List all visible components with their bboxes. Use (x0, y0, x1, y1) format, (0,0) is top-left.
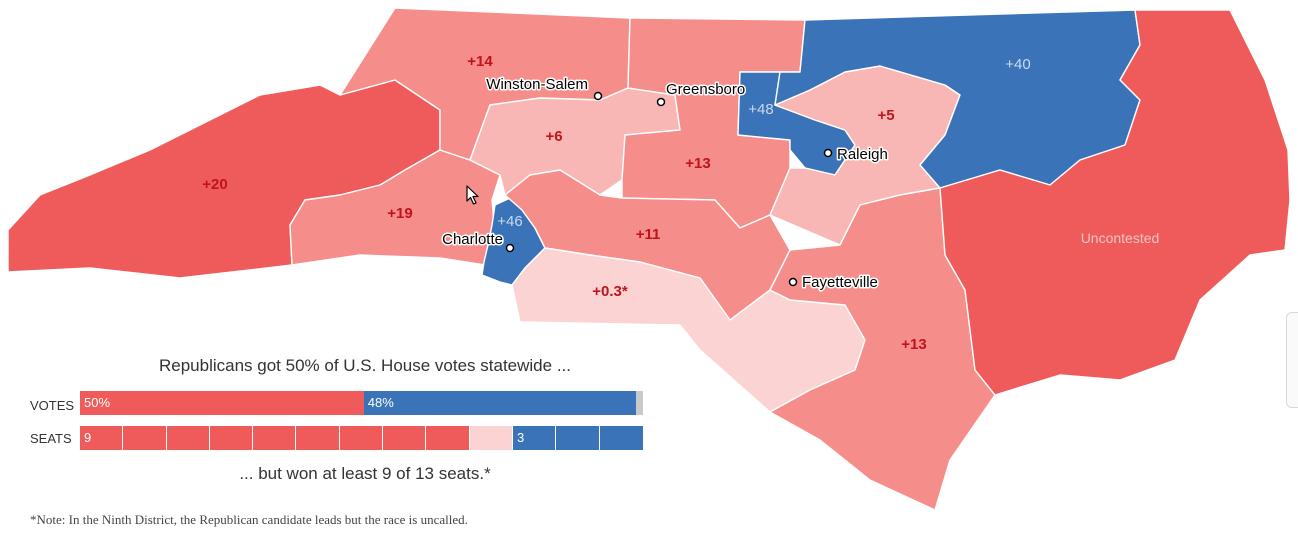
summary-headline: Republicans got 50% of U.S. House votes … (158, 356, 571, 375)
margin-label-13: +6 (545, 128, 562, 145)
votes-rep-label: 50% (84, 395, 111, 410)
city-label-winston-salem: Winston-Salem (486, 76, 588, 93)
margin-label-4: +48 (748, 101, 773, 118)
city-dot-charlotte (505, 243, 515, 253)
votes-segment-rep: 50% (80, 391, 364, 415)
seat-dem: 3 (512, 426, 557, 450)
city-label-greensboro: Greensboro (666, 81, 745, 98)
city-dot-fayetteville (788, 277, 798, 287)
margin-label-6: +13 (685, 155, 710, 172)
city-label-fayetteville: Fayetteville (802, 274, 878, 291)
margin-label-7: +13 (901, 336, 926, 353)
seat-rep (166, 426, 210, 450)
margin-label-10: +19 (387, 205, 412, 222)
margin-label-2: +5 (877, 107, 894, 124)
margin-label-5: +14 (467, 53, 493, 70)
votes-segment-dem: 48% (363, 391, 637, 415)
margin-label-1: +40 (1005, 56, 1030, 73)
seat-rep (123, 426, 167, 450)
seat-uncalled (469, 426, 513, 450)
side-scroll-handle[interactable] (1286, 312, 1298, 408)
votes-row-label: VOTES (30, 398, 75, 413)
seat-rep (253, 426, 297, 450)
summary-subline: ... but won at least 9 of 13 seats.* (239, 464, 491, 483)
city-label-raleigh: Raleigh (837, 146, 888, 163)
seat-rep (426, 426, 470, 450)
mouse-cursor-icon (466, 185, 479, 205)
footnote: *Note: In the Ninth District, the Republ… (30, 512, 468, 527)
city-dot-greensboro (656, 97, 666, 107)
votes-bar: 50% 48% (80, 391, 643, 415)
seat-rep (339, 426, 384, 450)
seat-dem (556, 426, 600, 450)
seats-row-label: SEATS (30, 431, 72, 446)
city-dot-winston-salem (593, 91, 603, 101)
seat-rep: 9 (80, 426, 124, 450)
votes-segment-other (636, 391, 643, 415)
margin-label-11: +20 (202, 176, 227, 193)
seat-rep (296, 426, 340, 450)
seat-dem (599, 426, 643, 450)
seat-rep (383, 426, 427, 450)
margin-label-8: +11 (636, 226, 661, 243)
district-3[interactable] (939, 9, 1291, 396)
margin-label-12: +46 (497, 213, 522, 230)
city-label-charlotte: Charlotte (442, 231, 503, 248)
city-dot-raleigh (823, 148, 833, 158)
margin-label-3: Uncontested (1081, 230, 1160, 246)
margin-label-9: +0.3* (592, 283, 628, 300)
seat-rep (209, 426, 254, 450)
votes-dem-label: 48% (367, 395, 394, 410)
